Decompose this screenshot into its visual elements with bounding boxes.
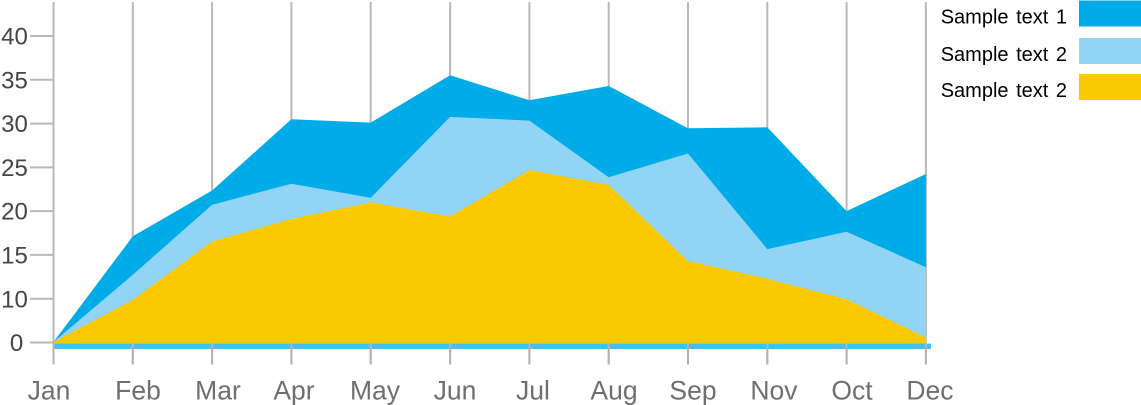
svg-text:May: May	[350, 376, 401, 405]
svg-text:Apr: Apr	[273, 376, 314, 405]
svg-text:40: 40	[1, 24, 28, 51]
svg-text:0: 0	[10, 330, 23, 357]
svg-text:Oct: Oct	[831, 376, 873, 405]
svg-text:10: 10	[1, 286, 28, 313]
svg-text:35: 35	[1, 67, 28, 94]
svg-text:Sep: Sep	[669, 376, 716, 405]
svg-text:Dec: Dec	[906, 376, 953, 405]
svg-text:Sample text 2: Sample text 2	[941, 80, 1067, 102]
svg-text:Jan: Jan	[28, 376, 71, 405]
svg-text:20: 20	[1, 199, 28, 226]
svg-text:30: 30	[1, 111, 28, 138]
svg-text:Mar: Mar	[195, 376, 241, 405]
svg-text:Aug: Aug	[590, 376, 637, 405]
svg-text:Sample text 2: Sample text 2	[941, 44, 1067, 66]
svg-text:Nov: Nov	[750, 376, 798, 405]
svg-text:25: 25	[1, 155, 28, 182]
svg-text:Sample text 1: Sample text 1	[941, 6, 1067, 28]
svg-text:Feb: Feb	[115, 376, 161, 405]
svg-text:Jun: Jun	[434, 376, 477, 405]
svg-text:15: 15	[1, 243, 28, 270]
svg-text:Jul: Jul	[516, 376, 550, 405]
